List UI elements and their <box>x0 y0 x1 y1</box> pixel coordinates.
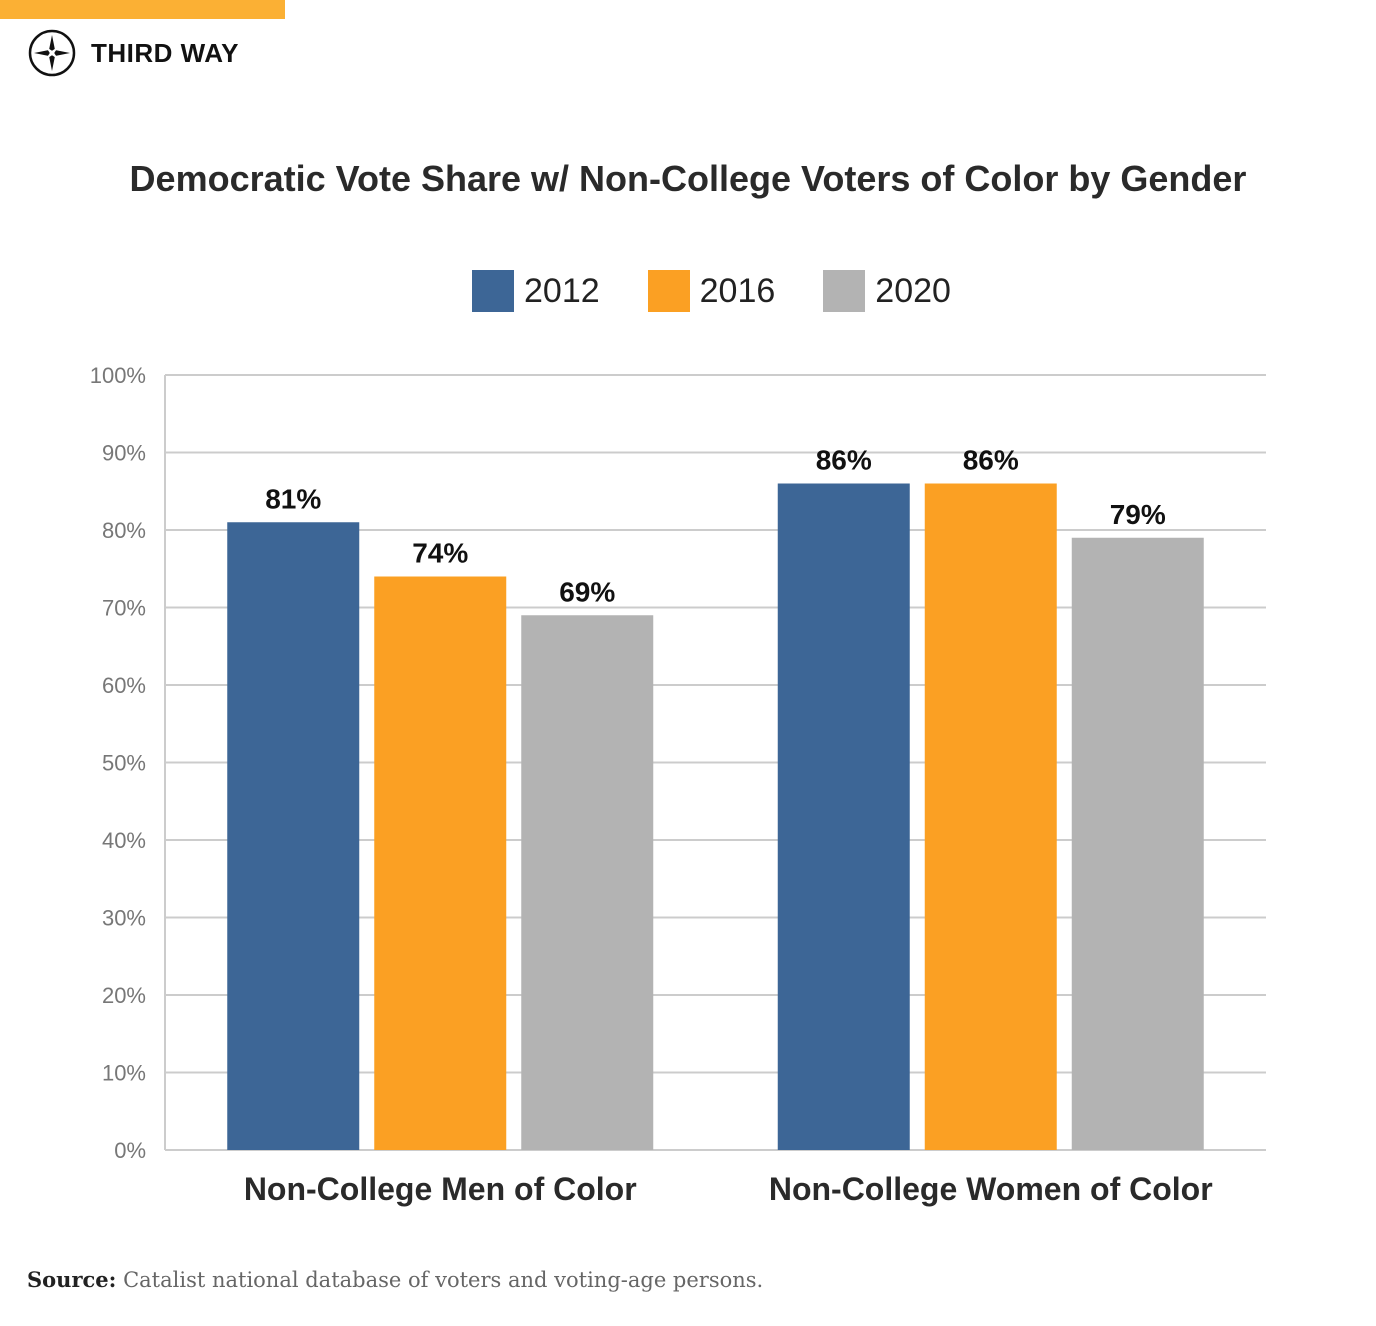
bar <box>1071 537 1204 1150</box>
data-label: 81% <box>265 483 321 514</box>
y-tick-label: 20% <box>102 983 146 1008</box>
y-tick-label: 40% <box>102 828 146 853</box>
brand-logo: THIRD WAY <box>27 28 239 78</box>
y-tick-label: 90% <box>102 441 146 466</box>
chart-legend: 2012 2016 2020 <box>472 270 999 312</box>
legend-swatch <box>823 270 866 312</box>
data-label: 79% <box>1110 499 1166 530</box>
y-tick-label: 80% <box>102 518 146 543</box>
bar <box>521 615 654 1150</box>
legend-swatch <box>647 270 690 312</box>
compass-icon <box>28 29 76 77</box>
x-category-label: Non-College Men of Color <box>244 1171 637 1207</box>
y-tick-label: 0% <box>114 1138 146 1163</box>
bar <box>227 522 360 1150</box>
legend-label: 2016 <box>699 271 776 310</box>
bar <box>777 483 910 1150</box>
legend-item: 2012 <box>472 270 600 312</box>
data-label: 86% <box>963 445 1019 476</box>
y-tick-label: 30% <box>102 906 146 931</box>
x-category-label: Non-College Women of Color <box>769 1171 1213 1207</box>
bar <box>924 483 1057 1150</box>
y-tick-label: 10% <box>102 1061 146 1086</box>
y-tick-label: 60% <box>102 673 146 698</box>
data-label: 86% <box>816 445 872 476</box>
data-label: 74% <box>412 538 468 569</box>
legend-label: 2012 <box>524 271 600 310</box>
source-note: Source: Catalist national database of vo… <box>27 1267 763 1292</box>
legend-label: 2020 <box>875 271 951 310</box>
source-label: Source: <box>27 1267 117 1292</box>
brand-name: THIRD WAY <box>91 37 239 68</box>
data-label: 69% <box>559 576 615 607</box>
accent-bar <box>0 0 285 19</box>
y-tick-label: 50% <box>102 751 146 776</box>
bar <box>374 576 507 1150</box>
source-text: Catalist national database of voters and… <box>123 1268 764 1292</box>
legend-item: 2016 <box>647 270 776 312</box>
legend-swatch <box>472 270 514 312</box>
legend-item: 2020 <box>823 270 951 312</box>
chart-title: Democratic Vote Share w/ Non-College Vot… <box>129 158 1247 199</box>
y-tick-label: 100% <box>90 363 146 388</box>
y-tick-label: 70% <box>102 596 146 621</box>
